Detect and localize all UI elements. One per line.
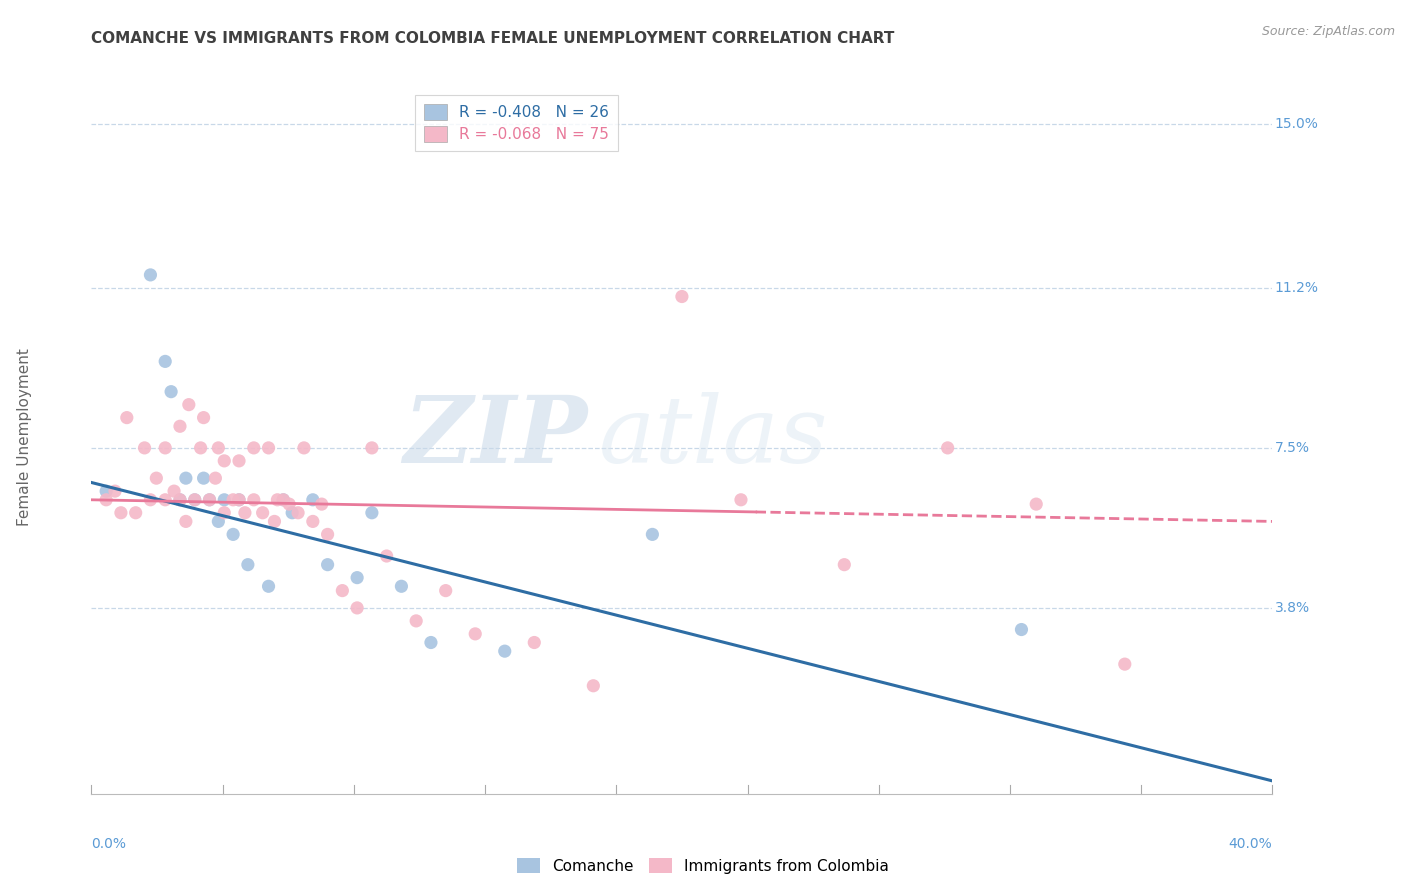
Point (214, 454, 236, 468)
Point (160, 384, 183, 399)
Point (266, 492, 288, 507)
Point (287, 506, 309, 520)
Point (263, 515, 285, 529)
Point (243, 441, 266, 455)
Point (236, 558, 259, 572)
Point (332, 583, 354, 598)
Point (153, 354, 177, 368)
Point (257, 441, 280, 455)
Text: Female Unemployment: Female Unemployment (17, 348, 32, 526)
Point (104, 484, 127, 499)
Point (360, 506, 382, 520)
Point (204, 471, 226, 485)
Point (252, 506, 274, 520)
Text: COMANCHE VS IMMIGRANTS FROM COLOMBIA FEMALE UNEMPLOYMENT CORRELATION CHART: COMANCHE VS IMMIGRANTS FROM COLOMBIA FEM… (91, 31, 894, 46)
Point (273, 492, 295, 507)
Point (193, 410, 215, 425)
Point (169, 492, 191, 507)
Point (375, 549, 398, 563)
Point (419, 635, 441, 649)
Point (110, 506, 132, 520)
Point (292, 441, 315, 455)
Point (936, 441, 959, 455)
Point (96, 492, 118, 507)
Point (145, 471, 167, 485)
Text: atlas: atlas (599, 392, 828, 482)
Legend: R = -0.408   N = 26, R = -0.068   N = 75: R = -0.408 N = 26, R = -0.068 N = 75 (415, 95, 619, 152)
Point (582, 679, 605, 693)
Point (139, 492, 162, 507)
Point (434, 583, 457, 598)
Point (169, 419, 191, 434)
Text: Source: ZipAtlas.com: Source: ZipAtlas.com (1261, 25, 1395, 38)
Point (228, 454, 250, 468)
Text: 0.0%: 0.0% (91, 837, 127, 851)
Point (832, 558, 855, 572)
Point (671, 289, 693, 303)
Point (1114, 657, 1136, 672)
Point (1010, 623, 1032, 637)
Point (730, 492, 752, 507)
Point (301, 515, 323, 529)
Point (174, 515, 197, 529)
Text: 40.0%: 40.0% (1229, 837, 1272, 851)
Point (153, 492, 177, 507)
Point (301, 492, 323, 507)
Point (233, 506, 256, 520)
Point (1025, 497, 1047, 511)
Point (257, 579, 280, 593)
Point (198, 492, 221, 507)
Point (311, 497, 333, 511)
Point (193, 471, 215, 485)
Point (163, 484, 186, 499)
Point (222, 492, 245, 507)
Text: 11.2%: 11.2% (1275, 281, 1319, 295)
Point (389, 579, 413, 593)
Point (316, 527, 339, 541)
Text: 7.5%: 7.5% (1275, 441, 1310, 455)
Text: ZIP: ZIP (404, 392, 588, 482)
Point (228, 492, 250, 507)
Point (124, 506, 148, 520)
Point (214, 506, 236, 520)
Point (346, 571, 368, 585)
Point (243, 492, 266, 507)
Point (207, 515, 229, 529)
Point (177, 398, 200, 412)
Text: 3.8%: 3.8% (1275, 601, 1310, 615)
Point (115, 410, 138, 425)
Point (222, 527, 245, 541)
Point (228, 492, 250, 507)
Point (523, 635, 546, 649)
Point (153, 441, 177, 455)
Text: 15.0%: 15.0% (1275, 117, 1319, 130)
Point (405, 614, 427, 628)
Point (207, 441, 229, 455)
Point (134, 441, 156, 455)
Point (360, 441, 382, 455)
Point (183, 492, 207, 507)
Point (214, 492, 236, 507)
Point (464, 627, 486, 641)
Point (641, 527, 664, 541)
Legend: Comanche, Immigrants from Colombia: Comanche, Immigrants from Colombia (510, 852, 896, 880)
Point (139, 268, 162, 282)
Point (198, 492, 221, 507)
Point (316, 558, 339, 572)
Point (494, 644, 516, 658)
Point (346, 601, 368, 615)
Point (278, 497, 301, 511)
Point (190, 441, 212, 455)
Point (169, 492, 191, 507)
Point (96, 484, 118, 499)
Point (183, 492, 207, 507)
Point (174, 471, 197, 485)
Point (273, 492, 295, 507)
Point (281, 506, 304, 520)
